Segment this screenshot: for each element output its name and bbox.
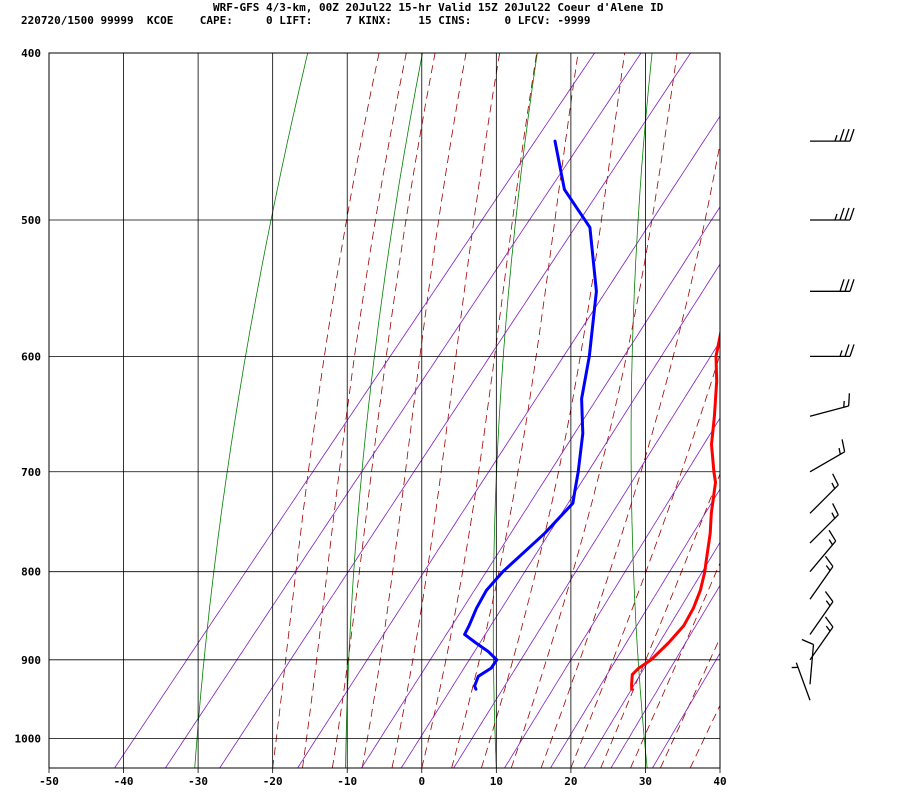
moist-adiabat <box>481 53 625 768</box>
y-tick-label: 800 <box>21 566 41 579</box>
y-tick-label: 1000 <box>15 733 42 746</box>
moist-adiabat <box>451 53 579 768</box>
moist-adiabat <box>302 53 407 768</box>
x-tick-label: 20 <box>564 775 577 788</box>
x-tick-label: 10 <box>490 775 503 788</box>
wind-barb <box>809 439 846 473</box>
y-tick-label: 600 <box>21 350 41 363</box>
moist-adiabat <box>331 53 436 768</box>
mixing-ratio-line <box>361 206 720 768</box>
dry-adiabat <box>630 53 653 768</box>
mixing-ratio-line <box>400 263 720 768</box>
y-tick-label: 400 <box>21 47 41 60</box>
mixing-ratio-line <box>453 340 720 768</box>
x-tick-label: -20 <box>263 775 283 788</box>
x-tick-label: 40 <box>713 775 726 788</box>
chart-title: WRF-GFS 4/3-km, 00Z 20Jul22 15-hr Valid … <box>213 1 664 14</box>
x-tick-label: -10 <box>337 775 357 788</box>
moist-adiabat <box>660 637 720 768</box>
mixing-ratio-line <box>297 115 720 768</box>
x-tick-label: 0 <box>418 775 425 788</box>
moist-adiabat <box>272 53 380 768</box>
wind-barb <box>809 529 837 573</box>
wind-barb <box>809 591 834 635</box>
y-tick-label: 900 <box>21 654 41 667</box>
wind-barb <box>810 207 855 221</box>
wind-barb <box>801 638 815 685</box>
moist-adiabat <box>361 53 467 768</box>
wind-barb <box>809 393 851 417</box>
moist-adiabat <box>630 561 720 768</box>
wind-barb <box>810 279 855 292</box>
profile-line-0 <box>630 328 720 691</box>
x-tick-label: -30 <box>188 775 208 788</box>
y-tick-label: 500 <box>21 214 41 227</box>
mixing-ratio-line <box>165 53 642 768</box>
wind-barb <box>791 662 811 701</box>
x-tick-label: 30 <box>639 775 652 788</box>
wind-barb <box>809 616 834 661</box>
moist-adiabat <box>600 472 720 768</box>
wind-barb <box>809 555 834 600</box>
mixing-ratio-line <box>652 652 720 768</box>
moist-adiabat <box>570 353 720 768</box>
mixing-ratio-line <box>114 53 595 768</box>
mixing-ratio-line <box>550 488 720 768</box>
wind-barb <box>810 128 855 142</box>
x-tick-label: -50 <box>39 775 59 788</box>
plot-frame <box>48 52 721 769</box>
wind-barb <box>810 344 855 358</box>
moist-adiabat <box>689 704 720 768</box>
mixing-ratio-line <box>504 417 720 768</box>
y-tick-label: 700 <box>21 466 41 479</box>
moist-adiabat <box>510 53 678 768</box>
mixing-ratio-line <box>610 584 720 768</box>
dry-adiabat <box>881 53 900 768</box>
station-info-line: 220720/1500 99999 KCOE CAPE: 0 LIFT: 7 K… <box>21 14 591 27</box>
wind-barb <box>809 473 839 514</box>
wind-barb <box>809 503 839 544</box>
dry-adiabat <box>492 53 538 768</box>
moist-adiabat <box>391 53 501 768</box>
moist-adiabat <box>540 141 720 768</box>
dry-adiabat <box>345 53 423 768</box>
profile-line-1 <box>463 139 598 691</box>
x-tick-label: -40 <box>114 775 134 788</box>
dry-adiabat <box>194 53 309 768</box>
dry-adiabat <box>760 53 798 768</box>
mixing-ratio-line <box>219 53 691 768</box>
